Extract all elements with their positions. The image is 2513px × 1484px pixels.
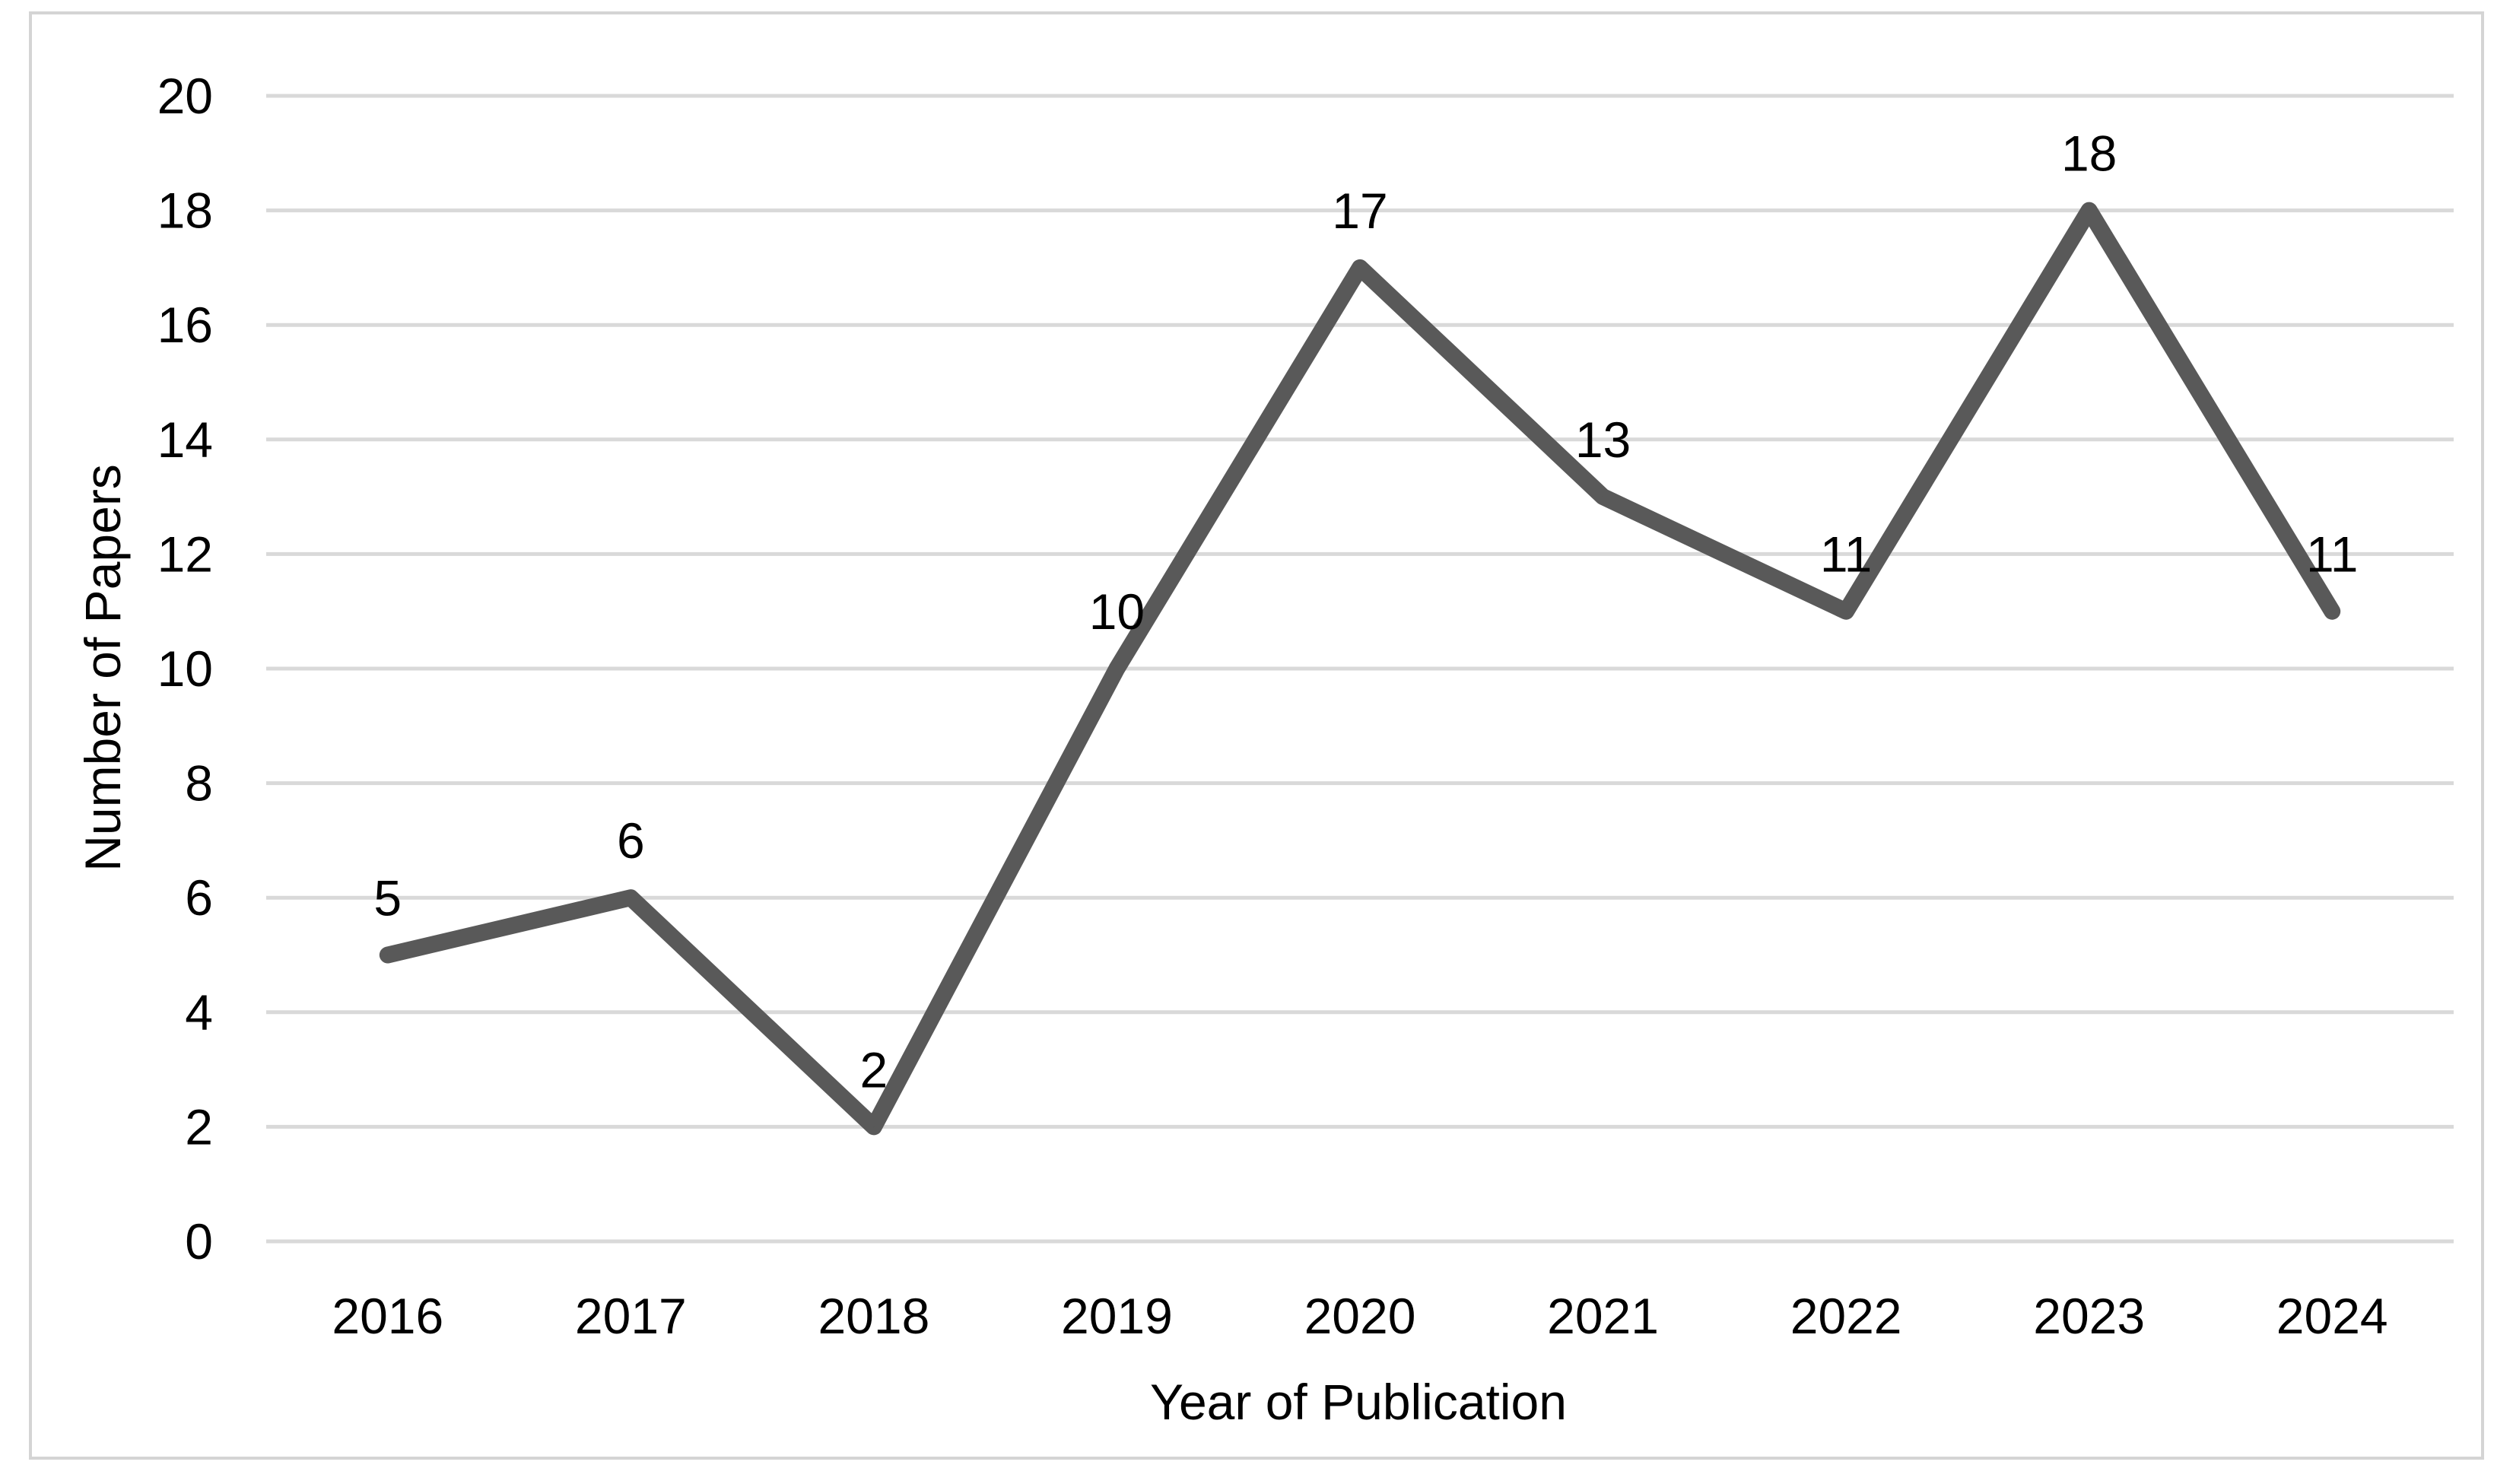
data-label: 5 xyxy=(373,870,402,926)
series xyxy=(379,202,2341,1136)
data-label: 11 xyxy=(1820,526,1873,583)
x-tick-label: 2020 xyxy=(1304,1288,1416,1344)
y-tick-label: 6 xyxy=(185,869,213,926)
data-label: 18 xyxy=(2061,126,2117,182)
data-point xyxy=(1116,668,1118,669)
data-point xyxy=(872,1126,875,1128)
data-point xyxy=(1845,610,1847,612)
x-tick-label: 2024 xyxy=(2276,1288,2388,1344)
y-tick-label: 4 xyxy=(185,984,213,1041)
data-label: 17 xyxy=(1332,183,1387,239)
x-tick-label: 2023 xyxy=(2033,1288,2145,1344)
chart-frame xyxy=(29,11,2484,1460)
y-axis-ticks: 0 2 4 6 8 10 12 14 16 18 20 xyxy=(157,68,213,1270)
y-tick-label: 0 xyxy=(185,1213,213,1270)
data-point xyxy=(630,897,632,899)
y-tick-label: 14 xyxy=(157,412,213,468)
data-point xyxy=(2088,209,2090,211)
x-tick-label: 2018 xyxy=(818,1288,929,1344)
y-tick-label: 2 xyxy=(185,1098,213,1155)
x-tick-label: 2016 xyxy=(332,1288,443,1344)
y-tick-label: 8 xyxy=(185,755,213,812)
y-axis-title: Number of Papers xyxy=(75,464,131,872)
data-label: 11 xyxy=(2306,526,2359,583)
data-label: 10 xyxy=(1089,583,1145,640)
data-label: 6 xyxy=(617,812,645,869)
data-label: 2 xyxy=(860,1041,888,1098)
data-point xyxy=(1602,496,1604,498)
data-point xyxy=(386,954,389,956)
x-tick-label: 2017 xyxy=(575,1288,687,1344)
data-label: 13 xyxy=(1575,412,1631,468)
y-tick-label: 18 xyxy=(157,183,213,239)
x-tick-label: 2022 xyxy=(1790,1288,1902,1344)
x-axis-ticks: 2016 2017 2018 2019 2020 2021 2022 2023 2024 xyxy=(332,1288,2388,1344)
y-tick-label: 12 xyxy=(157,526,213,582)
x-tick-label: 2019 xyxy=(1061,1288,1173,1344)
y-tick-label: 10 xyxy=(157,640,213,697)
data-point xyxy=(2331,610,2334,612)
data-labels: 5 6 2 10 17 13 11 18 11 xyxy=(373,126,2358,1098)
x-tick-label: 2021 xyxy=(1547,1288,1659,1344)
y-tick-label: 20 xyxy=(157,68,213,124)
data-point xyxy=(1359,266,1361,269)
y-tick-label: 16 xyxy=(157,297,213,353)
x-axis-title: Year of Publication xyxy=(1150,1374,1567,1430)
gridlines xyxy=(266,94,2454,1244)
